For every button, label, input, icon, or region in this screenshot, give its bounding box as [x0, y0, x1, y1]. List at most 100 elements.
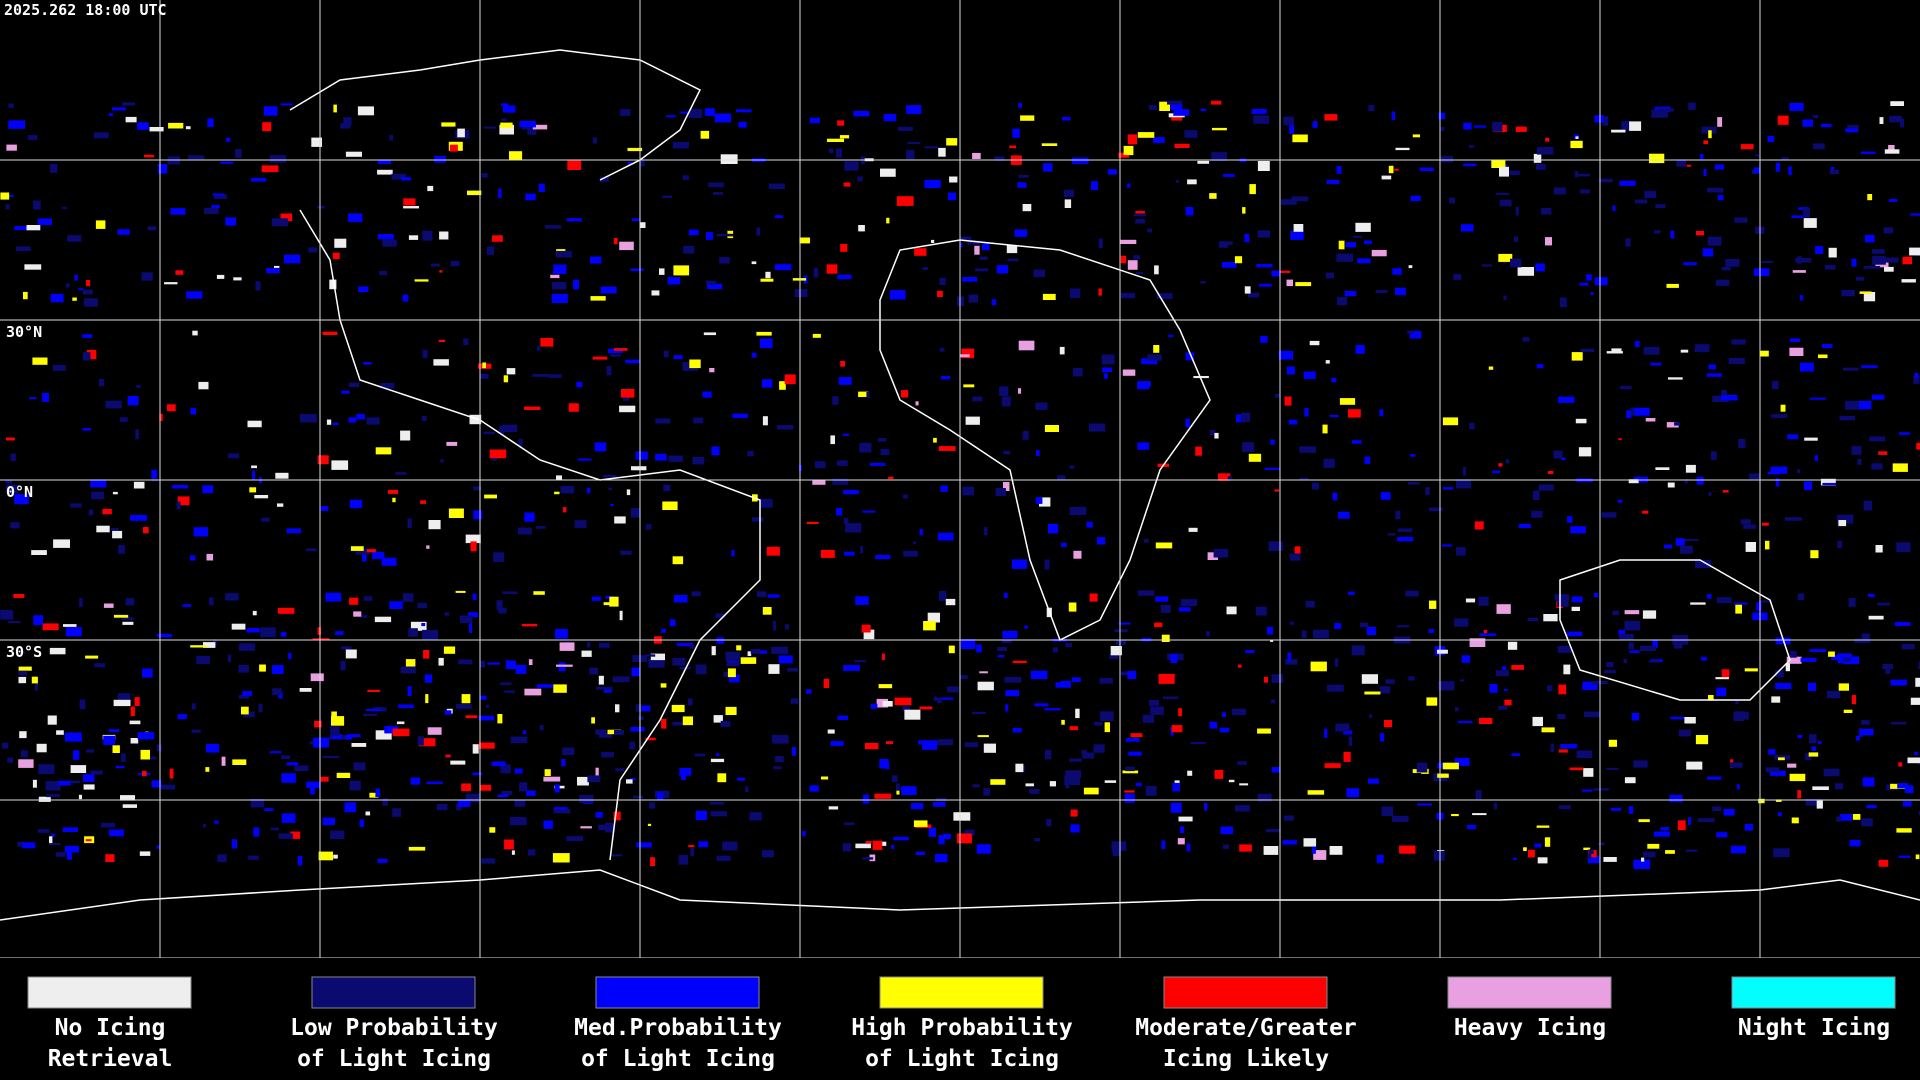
icing-speck — [348, 213, 363, 223]
icing-speck — [1286, 366, 1295, 375]
icing-speck — [497, 794, 509, 797]
icing-speck — [1214, 769, 1224, 779]
icing-speck — [590, 256, 602, 264]
icing-speck — [1475, 790, 1482, 800]
icing-speck — [232, 759, 247, 765]
icing-speck — [425, 694, 429, 704]
icing-speck — [655, 453, 667, 461]
icing-speck — [1824, 264, 1836, 270]
icing-speck — [461, 783, 472, 792]
icing-speck — [762, 607, 772, 615]
icing-speck — [1408, 676, 1415, 681]
icing-speck — [1722, 490, 1729, 493]
icing-speck — [695, 810, 707, 821]
icing-speck — [82, 352, 91, 361]
icing-speck — [691, 591, 701, 597]
icing-speck — [521, 623, 538, 627]
icing-speck — [886, 217, 890, 224]
icing-speck — [362, 552, 367, 562]
icing-speck — [137, 122, 149, 130]
icing-speck — [264, 808, 274, 811]
icing-speck — [554, 784, 560, 793]
icing-speck — [1775, 799, 1782, 802]
icing-speck — [1611, 348, 1622, 353]
icing-speck — [839, 135, 850, 139]
icing-speck — [1670, 716, 1686, 720]
icing-speck — [1069, 726, 1079, 731]
icing-speck — [1896, 828, 1912, 833]
icing-speck — [500, 682, 512, 686]
icing-speck — [1310, 661, 1327, 672]
icing-speck — [610, 354, 622, 357]
icing-speck — [1557, 596, 1569, 607]
icing-speck — [1022, 204, 1032, 212]
icing-speck — [172, 485, 189, 489]
icing-speck — [1504, 699, 1512, 706]
icing-speck — [785, 624, 789, 630]
icing-speck — [1891, 721, 1907, 725]
icing-speck — [630, 777, 636, 781]
icing-speck — [598, 824, 615, 831]
icing-speck — [1612, 205, 1616, 211]
icing-speck — [465, 534, 481, 544]
icing-speck — [996, 265, 1009, 274]
icing-speck — [101, 822, 115, 828]
icing-speck — [1162, 696, 1179, 699]
icing-speck — [1301, 630, 1307, 639]
icing-speck — [1177, 838, 1185, 845]
icing-speck — [606, 366, 612, 376]
icing-speck — [1660, 827, 1670, 831]
icing-speck — [1894, 622, 1911, 626]
icing-speck — [1174, 143, 1190, 148]
icing-speck — [1647, 843, 1660, 849]
icing-speck — [82, 334, 93, 338]
icing-speck — [1091, 181, 1098, 190]
icing-speck — [345, 151, 362, 157]
icing-speck — [258, 703, 263, 713]
icing-speck — [0, 192, 10, 200]
icing-speck — [122, 804, 137, 808]
icing-speck — [492, 235, 503, 242]
icing-speck — [827, 729, 835, 734]
icing-speck — [1532, 716, 1543, 727]
icing-speck — [206, 553, 214, 561]
icing-speck — [1069, 465, 1075, 469]
icing-speck — [1155, 596, 1169, 602]
icing-speck — [1127, 183, 1131, 188]
icing-speck — [1504, 688, 1508, 692]
icing-speck — [1557, 714, 1566, 719]
icing-speck — [220, 161, 234, 164]
icing-speck — [133, 481, 145, 489]
icing-speck — [883, 114, 897, 122]
icing-speck — [1721, 390, 1727, 397]
icing-speck — [360, 615, 368, 618]
icing-speck — [1407, 482, 1420, 485]
icing-speck — [1209, 721, 1218, 729]
icing-speck — [1909, 247, 1920, 256]
icing-speck — [496, 600, 503, 611]
icing-speck — [340, 660, 346, 671]
icing-speck — [1795, 258, 1812, 263]
icing-speck — [381, 557, 397, 566]
icing-speck — [728, 674, 740, 683]
icing-speck — [1376, 854, 1384, 864]
icing-speck — [375, 730, 392, 740]
icing-speck — [1460, 679, 1465, 682]
icing-speck — [1735, 604, 1742, 614]
icing-speck — [1118, 622, 1131, 625]
icing-speck — [484, 494, 497, 499]
icing-speck — [441, 122, 456, 127]
icing-speck — [869, 462, 886, 466]
icing-speck — [1007, 258, 1019, 262]
icing-speck — [112, 530, 123, 539]
icing-speck — [147, 226, 157, 231]
icing-speck — [317, 205, 325, 209]
icing-speck — [1155, 542, 1173, 549]
icing-speck — [6, 144, 17, 151]
icing-speck — [1859, 400, 1872, 410]
icing-speck — [1395, 510, 1401, 520]
icing-speck — [1394, 168, 1399, 171]
icing-speck — [1326, 179, 1340, 184]
icing-speck — [365, 811, 371, 816]
icing-speck — [15, 246, 31, 251]
